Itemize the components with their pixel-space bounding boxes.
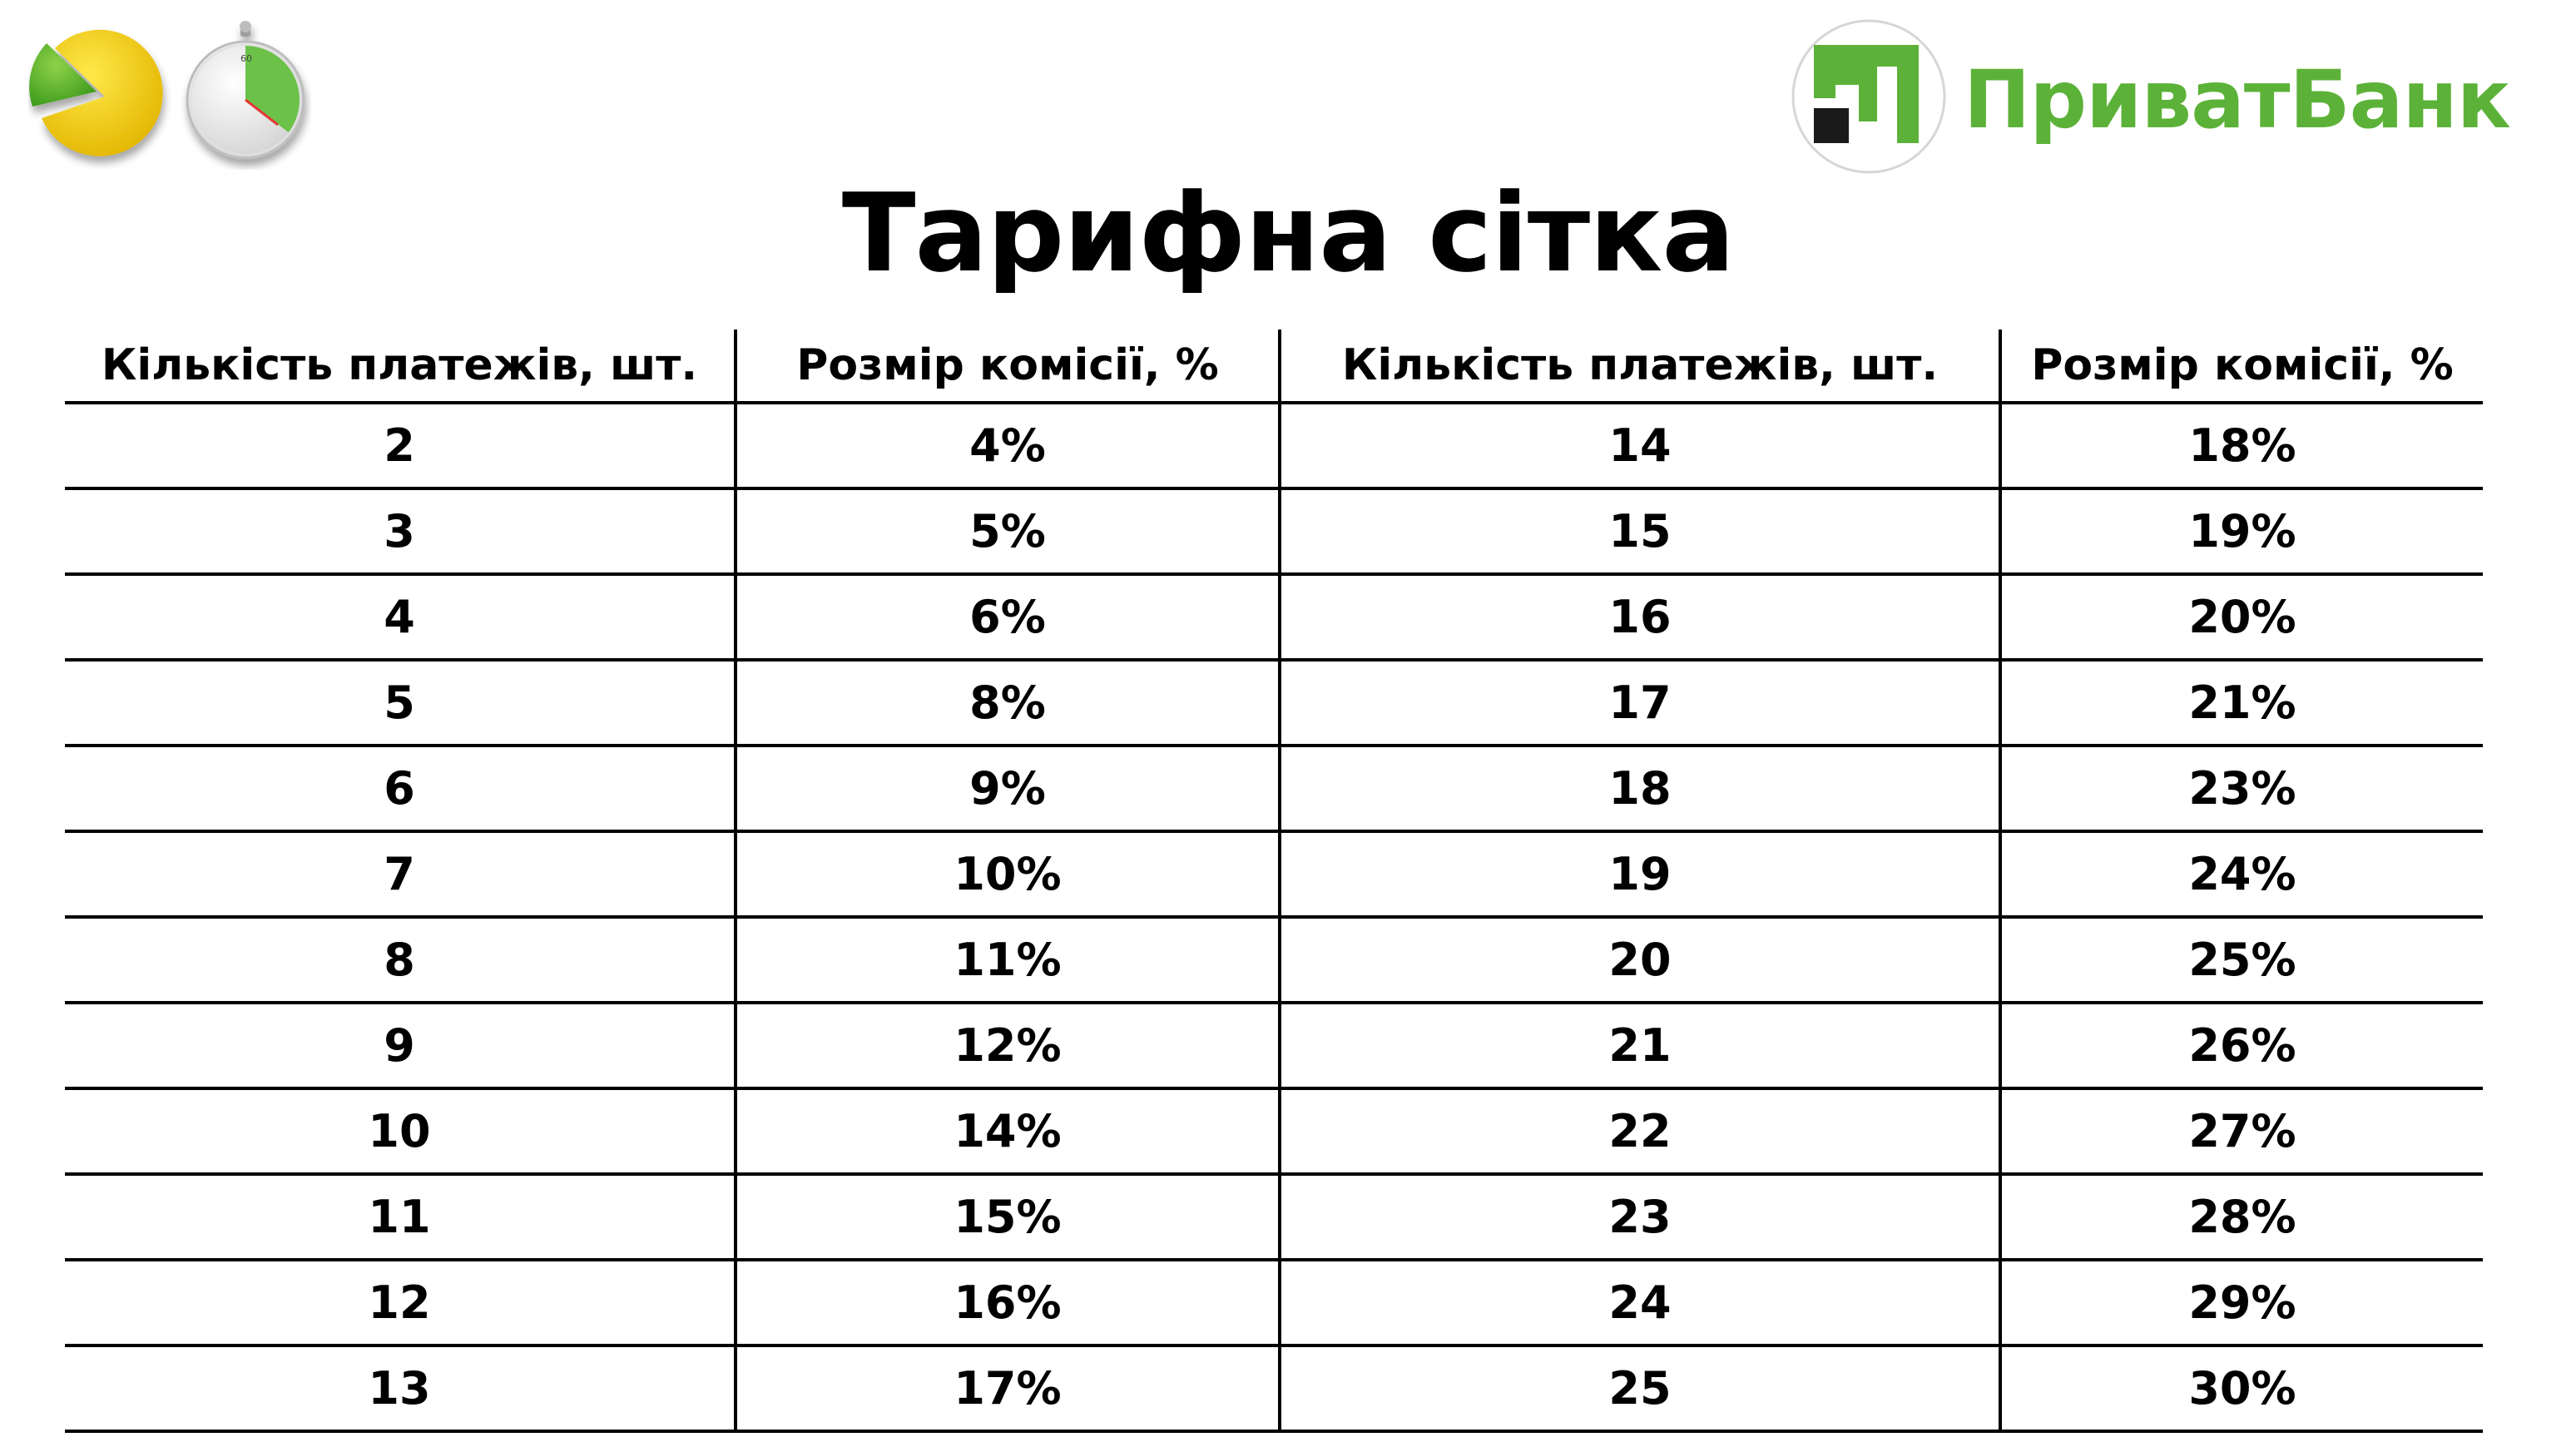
payments-cell: 20	[1278, 917, 2000, 1004]
column-header-payments: Кількість платежів, шт.	[1278, 330, 2000, 404]
commission-cell: 5%	[734, 488, 1280, 576]
commission-cell: 6%	[734, 574, 1280, 662]
column-header-commission: Розмір комісії, %	[734, 330, 1280, 404]
payments-cell: 10	[65, 1088, 736, 1176]
table-row: 3 5% 15 19%	[65, 488, 2483, 576]
commission-cell: 25%	[1999, 917, 2483, 1004]
table-row: 9 12% 21 26%	[65, 1003, 2483, 1090]
payments-cell: 8	[65, 917, 736, 1004]
commission-cell: 18%	[1999, 403, 2483, 490]
payments-cell: 2	[65, 403, 736, 490]
payments-cell: 23	[1278, 1174, 2000, 1261]
commission-cell: 29%	[1999, 1260, 2483, 1347]
payments-cell: 9	[65, 1003, 736, 1090]
commission-cell: 9%	[734, 746, 1280, 833]
table-row: 2 4% 14 18%	[65, 403, 2483, 490]
decorative-icons: 60	[29, 21, 305, 160]
payments-cell: 3	[65, 488, 736, 576]
payments-cell: 22	[1278, 1088, 2000, 1176]
payments-cell: 12	[65, 1260, 736, 1347]
commission-cell: 20%	[1999, 574, 2483, 662]
commission-cell: 15%	[734, 1174, 1280, 1261]
commission-cell: 27%	[1999, 1088, 2483, 1176]
payments-cell: 25	[1278, 1345, 2000, 1433]
commission-cell: 12%	[734, 1003, 1280, 1090]
table-row: 5 8% 17 21%	[65, 660, 2483, 747]
payments-cell: 24	[1278, 1260, 2000, 1347]
commission-cell: 4%	[734, 403, 1280, 490]
payments-cell: 17	[1278, 660, 2000, 747]
brand-name: ПриватБанк	[1964, 53, 2511, 146]
payments-cell: 19	[1278, 831, 2000, 919]
commission-cell: 30%	[1999, 1345, 2483, 1433]
table-header-row: Кількість платежів, шт. Розмір комісії, …	[65, 330, 2483, 404]
table-row: 4 6% 16 20%	[65, 574, 2483, 662]
pie-chart-icon	[29, 29, 163, 156]
commission-cell: 11%	[734, 917, 1280, 1004]
payments-cell: 14	[1278, 403, 2000, 490]
commission-cell: 26%	[1999, 1003, 2483, 1090]
table-row: 13 17% 25 30%	[65, 1345, 2483, 1433]
commission-cell: 23%	[1999, 746, 2483, 833]
tariff-table: Кількість платежів, шт. Розмір комісії, …	[65, 330, 2483, 1433]
table-row: 10 14% 22 27%	[65, 1088, 2483, 1176]
payments-cell: 21	[1278, 1003, 2000, 1090]
payments-cell: 18	[1278, 746, 2000, 833]
payments-cell: 6	[65, 746, 736, 833]
payments-cell: 15	[1278, 488, 2000, 576]
commission-cell: 17%	[734, 1345, 1280, 1433]
table-row: 11 15% 23 28%	[65, 1174, 2483, 1261]
page-title: Тарифна сітка	[841, 170, 1735, 296]
svg-text:60: 60	[240, 53, 252, 64]
commission-cell: 16%	[734, 1260, 1280, 1347]
commission-cell: 8%	[734, 660, 1280, 747]
payments-cell: 4	[65, 574, 736, 662]
stopwatch-icon: 60	[186, 21, 305, 160]
payments-cell: 5	[65, 660, 736, 747]
table-row: 8 11% 20 25%	[65, 917, 2483, 1004]
table-row: 12 16% 24 29%	[65, 1260, 2483, 1347]
payments-cell: 16	[1278, 574, 2000, 662]
column-header-commission: Розмір комісії, %	[1999, 330, 2483, 404]
commission-cell: 28%	[1999, 1174, 2483, 1261]
privatbank-logo: ПриватБанк	[1789, 15, 2571, 181]
commission-cell: 24%	[1999, 831, 2483, 919]
payments-cell: 13	[65, 1345, 736, 1433]
commission-cell: 21%	[1999, 660, 2483, 747]
payments-cell: 11	[65, 1174, 736, 1261]
table-row: 7 10% 19 24%	[65, 831, 2483, 919]
commission-cell: 19%	[1999, 488, 2483, 576]
column-header-payments: Кількість платежів, шт.	[65, 330, 736, 404]
privatbank-emblem-icon	[1791, 19, 1946, 174]
table-row: 6 9% 18 23%	[65, 746, 2483, 833]
commission-cell: 10%	[734, 831, 1280, 919]
payments-cell: 7	[65, 831, 736, 919]
commission-cell: 14%	[734, 1088, 1280, 1176]
